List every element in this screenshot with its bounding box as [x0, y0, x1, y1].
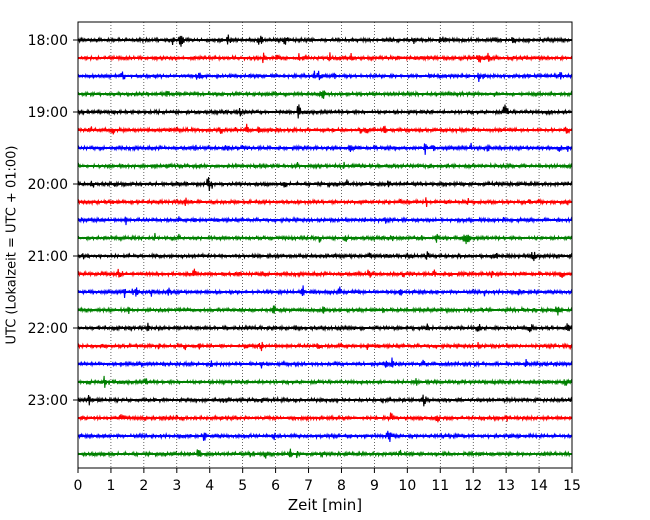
- x-tick-label: 10: [398, 478, 416, 494]
- x-tick-label: 12: [464, 478, 482, 494]
- x-axis-label: Zeit [min]: [288, 496, 362, 514]
- x-tick-label: 15: [563, 478, 581, 494]
- y-axis: 18:00 19:00 20:00 21:00 22:00 23:00: [28, 33, 78, 409]
- y-tick-label: 19:00: [28, 105, 68, 121]
- x-tick-label: 4: [205, 478, 214, 494]
- traces: [77, 34, 573, 459]
- x-tick-label: 0: [74, 478, 83, 494]
- y-tick-label: 22:00: [28, 321, 68, 337]
- y-tick-label: 20:00: [28, 177, 68, 193]
- y-tick-label: 23:00: [28, 393, 68, 409]
- x-axis: 0 1 2 3 4 5 6 7 8 9 10 11 12 13 14 15: [74, 468, 581, 494]
- x-tick-label: 9: [370, 478, 379, 494]
- y-axis-label: UTC (Lokalzeit = UTC + 01:00): [5, 146, 20, 345]
- x-tick-label: 3: [172, 478, 181, 494]
- y-tick-label: 21:00: [28, 249, 68, 265]
- x-tick-label: 1: [106, 478, 115, 494]
- grid: [110, 22, 540, 468]
- x-tick-label: 6: [271, 478, 280, 494]
- x-tick-label: 5: [238, 478, 247, 494]
- x-tick-label: 13: [497, 478, 515, 494]
- trace-2230: [77, 357, 573, 369]
- plot-frame: [77, 21, 573, 469]
- x-tick-label: 11: [431, 478, 449, 494]
- x-tick-label: 7: [304, 478, 313, 494]
- x-tick-label: 8: [337, 478, 346, 494]
- x-tick-label: 2: [139, 478, 148, 494]
- x-tick-label: 14: [530, 478, 548, 494]
- y-tick-label: 18:00: [28, 33, 68, 49]
